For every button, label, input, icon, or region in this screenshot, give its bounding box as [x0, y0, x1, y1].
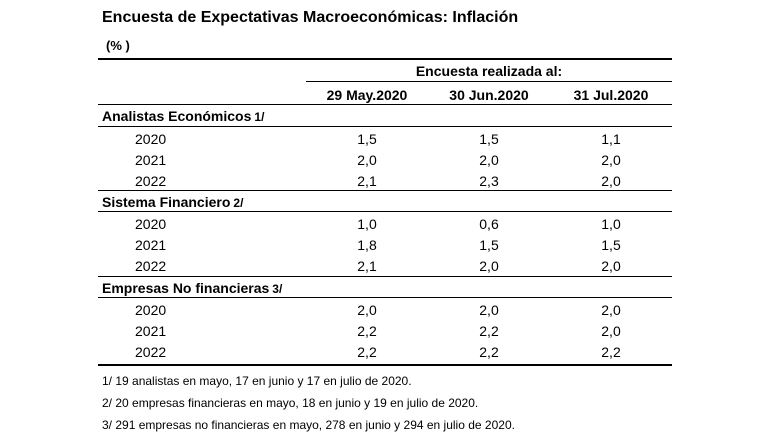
table-cell: 2,0: [479, 258, 499, 274]
row-year: 2020: [135, 302, 167, 318]
section-note: 3/: [272, 282, 283, 296]
table-cell: 1,0: [601, 216, 621, 232]
header-rule: [98, 104, 672, 105]
table-cell: 1,5: [601, 237, 621, 253]
table-cell: 0,6: [479, 216, 499, 232]
section-label-analistas: Analistas Económicos 1/: [102, 108, 264, 124]
table-cell: 2,0: [601, 323, 621, 339]
table-cell: 2,2: [479, 323, 499, 339]
row-year: 2021: [135, 237, 167, 253]
table-cell: 2,0: [601, 258, 621, 274]
section-rule: [98, 126, 672, 127]
table-cell: 2,1: [357, 258, 377, 274]
table-cell: 2,0: [479, 302, 499, 318]
footnote-2: 2/ 20 empresas financieras en mayo, 18 e…: [102, 396, 479, 410]
table-cell: 1,5: [357, 131, 377, 147]
section-rule: [98, 211, 672, 212]
section-label-sistema-financiero: Sistema Financiero 2/: [102, 194, 243, 210]
table-cell: 2,2: [601, 344, 621, 360]
unit-label: (% ): [106, 38, 130, 53]
survey-header-underline: [306, 81, 672, 82]
section-name: Empresas No financieras: [102, 280, 270, 296]
row-year: 2022: [135, 173, 167, 189]
survey-date-header: Encuesta realizada al:: [415, 63, 563, 79]
table-cell: 2,0: [357, 302, 377, 318]
row-year: 2021: [135, 152, 167, 168]
row-year: 2020: [135, 216, 167, 232]
section-rule: [98, 297, 672, 298]
row-year: 2020: [135, 131, 167, 147]
bottom-rule: [98, 364, 672, 366]
column-header-jul: 31 Jul.2020: [573, 87, 649, 103]
section-rule: [98, 276, 672, 277]
footnote-3: 3/ 291 empresas no financieras en mayo, …: [102, 418, 515, 432]
section-name: Analistas Económicos: [102, 108, 252, 124]
table-cell: 2,0: [479, 152, 499, 168]
table-cell: 2,0: [601, 152, 621, 168]
section-note: 2/: [233, 196, 244, 210]
table-title: Encuesta de Expectativas Macroeconómicas…: [102, 9, 519, 26]
row-year: 2022: [135, 344, 167, 360]
row-year: 2021: [135, 323, 167, 339]
column-header-jun: 30 Jun.2020: [449, 87, 529, 103]
table-cell: 1,0: [357, 216, 377, 232]
section-label-empresas: Empresas No financieras 3/: [102, 280, 282, 296]
footnote-1: 1/ 19 analistas en mayo, 17 en junio y 1…: [102, 374, 412, 388]
column-header-may: 29 May.2020: [326, 87, 408, 103]
table-cell: 2,2: [357, 323, 377, 339]
section-name: Sistema Financiero: [102, 194, 231, 210]
table-cell: 1,1: [601, 131, 621, 147]
top-rule: [98, 58, 672, 60]
table-cell: 2,3: [479, 173, 499, 189]
section-rule: [98, 190, 672, 191]
section-note: 1/: [254, 110, 265, 124]
table-cell: 2,2: [357, 344, 377, 360]
row-year: 2022: [135, 258, 167, 274]
table-cell: 2,2: [479, 344, 499, 360]
table-cell: 2,0: [357, 152, 377, 168]
table-cell: 2,1: [357, 173, 377, 189]
table-cell: 1,5: [479, 237, 499, 253]
table-cell: 2,0: [601, 173, 621, 189]
table-cell: 1,8: [357, 237, 377, 253]
table-cell: 1,5: [479, 131, 499, 147]
table-cell: 2,0: [601, 302, 621, 318]
